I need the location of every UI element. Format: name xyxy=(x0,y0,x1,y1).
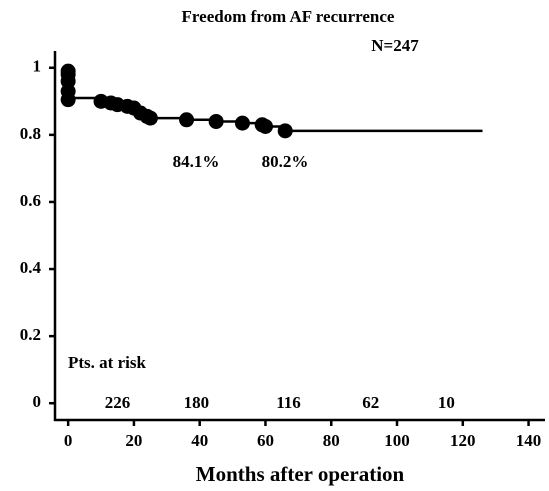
chart-subtitle: N=247 xyxy=(371,36,419,55)
x-tick-label: 60 xyxy=(257,431,274,450)
x-tick-label: 120 xyxy=(450,431,476,450)
annotation: 80.2% xyxy=(262,152,309,171)
event-marker xyxy=(257,118,273,134)
x-tick-label: 40 xyxy=(191,431,208,450)
survival-curve xyxy=(68,66,483,133)
y-tick-label: 0.8 xyxy=(20,124,41,143)
event-marker xyxy=(60,92,76,108)
chart-title: Freedom from AF recurrence xyxy=(182,7,395,26)
at-risk-count: 180 xyxy=(184,393,210,412)
y-tick-label: 0.6 xyxy=(20,191,41,210)
x-tick-label: 80 xyxy=(323,431,340,450)
at-risk-count: 62 xyxy=(362,393,379,412)
x-axis-label: Months after operation xyxy=(196,462,405,486)
event-marker xyxy=(234,115,250,131)
y-tick-label: 0.2 xyxy=(20,325,41,344)
at-risk-count: 116 xyxy=(276,393,301,412)
event-marker xyxy=(142,110,158,126)
at-risk-count: 10 xyxy=(438,393,455,412)
at-risk-label: Pts. at risk xyxy=(68,353,146,372)
y-tick-label: 0 xyxy=(33,392,42,411)
x-tick-label: 140 xyxy=(516,431,542,450)
x-tick-label: 20 xyxy=(125,431,142,450)
event-marker xyxy=(277,123,293,139)
x-tick-label: 0 xyxy=(64,431,73,450)
annotation: 84.1% xyxy=(173,152,220,171)
event-marker xyxy=(208,113,224,129)
x-tick-label: 100 xyxy=(384,431,410,450)
y-tick-label: 0.4 xyxy=(20,258,42,277)
at-risk-count: 226 xyxy=(105,393,131,412)
event-marker xyxy=(179,112,195,128)
y-tick-label: 1 xyxy=(33,57,42,76)
